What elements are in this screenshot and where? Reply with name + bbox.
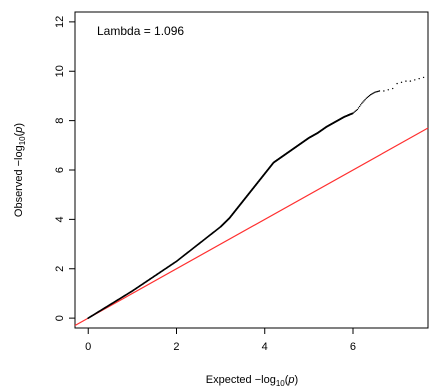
y-label-close-paren: ): [13, 123, 25, 127]
y-tick-label: 8: [54, 118, 66, 124]
y-tick-label: 4: [54, 216, 66, 222]
x-label-prefix: Expected −log: [206, 374, 276, 386]
data-point: [405, 80, 407, 82]
data-point: [352, 112, 354, 114]
data-point: [369, 94, 372, 96]
data-point: [368, 94, 371, 97]
x-label-subscript: 10: [276, 379, 285, 388]
data-point: [355, 109, 357, 112]
y-label-var: p: [13, 127, 25, 134]
y-tick-label: 10: [54, 65, 66, 77]
data-point: [371, 93, 373, 95]
y-axis: 0 2 4 6 8 10 12: [54, 16, 75, 321]
data-point: [358, 105, 361, 108]
x-tick-label: 6: [350, 341, 356, 353]
y-label-prefix: Observed −log: [13, 145, 25, 217]
data-point: [372, 92, 374, 95]
data-point: [367, 95, 370, 98]
data-point: [366, 96, 369, 99]
y-axis-label: Observed −log10(p): [13, 123, 27, 217]
x-label-close-paren: ): [295, 374, 299, 386]
x-axis-label: Expected −log10(p): [206, 374, 298, 388]
data-point: [422, 76, 425, 79]
data-point: [354, 110, 356, 113]
data-point: [364, 98, 366, 101]
data-point: [383, 90, 385, 92]
data-point: [409, 80, 412, 82]
data-point: [361, 102, 363, 105]
x-label-open-paren: (: [285, 374, 289, 386]
x-label-var: p: [287, 374, 294, 386]
data-point: [365, 97, 367, 100]
data-point: [375, 91, 377, 93]
data-point: [387, 89, 389, 91]
lambda-annotation: Lambda = 1.096: [97, 24, 184, 38]
data-point: [418, 77, 420, 80]
y-label-subscript: 10: [18, 136, 27, 145]
data-point: [360, 104, 362, 106]
y-tick-label: 0: [54, 315, 66, 321]
y-tick-label: 12: [54, 16, 66, 28]
x-tick-label: 4: [262, 341, 268, 353]
x-axis: 0 2 4 6: [85, 328, 356, 353]
data-point: [353, 111, 355, 113]
y-label-open-paren: (: [13, 132, 25, 136]
data-point: [374, 91, 376, 93]
data-point: [357, 107, 360, 109]
data-point: [400, 81, 403, 84]
data-point: [396, 82, 398, 85]
data-point: [362, 101, 364, 103]
x-tick-label: 0: [85, 341, 91, 353]
data-point: [363, 100, 365, 102]
points-layer: [87, 76, 425, 320]
data-point: [356, 108, 359, 111]
data-point: [376, 90, 378, 93]
data-point: [392, 87, 394, 90]
plot-frame: [74, 11, 429, 329]
y-tick-label: 2: [54, 266, 66, 272]
data-point: [414, 79, 416, 81]
reference-line-layer: [74, 127, 429, 327]
reference-line: [74, 127, 429, 327]
data-point: [373, 92, 375, 94]
data-point: [377, 90, 380, 93]
data-point: [378, 90, 381, 92]
x-tick-label: 2: [173, 341, 179, 353]
y-tick-label: 6: [54, 167, 66, 173]
